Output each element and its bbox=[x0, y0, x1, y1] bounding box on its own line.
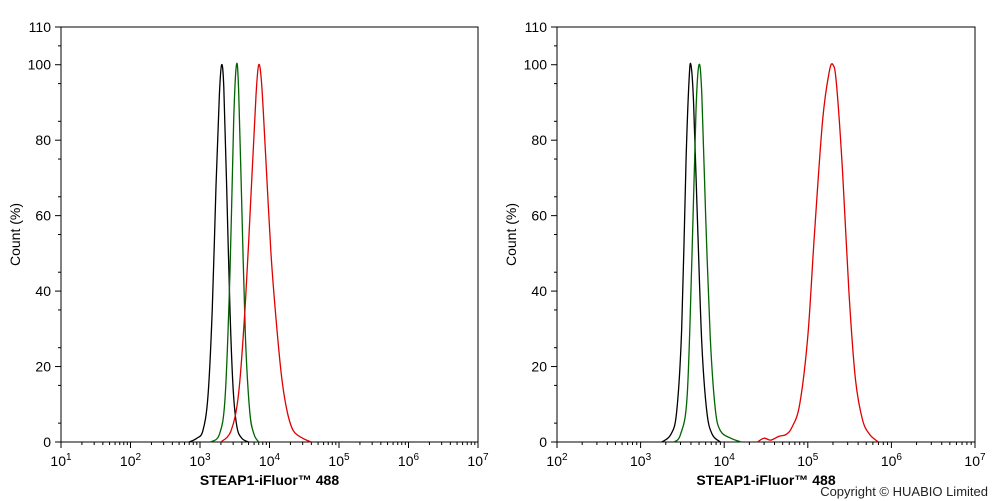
x-tick-label: 107 bbox=[467, 452, 489, 469]
histogram-series-2 bbox=[220, 63, 312, 443]
y-tick-label: 40 bbox=[35, 283, 51, 299]
x-tick-label: 107 bbox=[964, 452, 986, 469]
histogram-series-1 bbox=[673, 63, 742, 443]
histogram-series-1 bbox=[209, 62, 260, 443]
y-tick-label: 100 bbox=[524, 57, 548, 73]
left-histogram-panel: 0 20 40 60 80 100 110 101 102 103 104 105 106 107 Coun… bbox=[7, 19, 489, 488]
y-tick-label: 60 bbox=[531, 208, 547, 224]
x-tick-label: 104 bbox=[259, 452, 281, 469]
x-tick-label: 103 bbox=[189, 452, 211, 469]
x-tick-label: 106 bbox=[881, 452, 903, 469]
histogram-series-0 bbox=[661, 62, 721, 443]
y-tick-label: 0 bbox=[43, 434, 51, 450]
x-tick-label: 102 bbox=[546, 452, 568, 469]
x-tick-label: 105 bbox=[797, 452, 819, 469]
x-tick-label: 105 bbox=[328, 452, 350, 469]
y-axis-title: Count (%) bbox=[7, 203, 23, 266]
y-tick-label: 80 bbox=[35, 132, 51, 148]
x-tick-label: 101 bbox=[50, 452, 72, 469]
x-tick-label: 106 bbox=[398, 452, 420, 469]
x-tick-label: 102 bbox=[120, 452, 142, 469]
histogram-series-2 bbox=[757, 63, 879, 443]
right-histogram-panel: 0 20 40 60 80 100 110 102 103 104 105 106 107 Count (… bbox=[503, 19, 986, 488]
y-tick-label: 80 bbox=[531, 132, 547, 148]
y-tick-label: 20 bbox=[35, 359, 51, 375]
x-tick-label: 104 bbox=[714, 452, 736, 469]
y-tick-label: 100 bbox=[28, 57, 52, 73]
x-axis-title: STEAP1-iFluor™ 488 bbox=[200, 472, 339, 488]
y-tick-label: 110 bbox=[525, 19, 548, 35]
y-tick-label: 20 bbox=[531, 359, 547, 375]
x-axis-title: STEAP1-iFluor™ 488 bbox=[696, 472, 835, 488]
y-tick-label: 60 bbox=[35, 208, 51, 224]
y-tick-label: 110 bbox=[29, 19, 52, 35]
y-tick-label: 40 bbox=[531, 283, 547, 299]
histogram-series-0 bbox=[188, 63, 249, 443]
y-tick-label: 0 bbox=[539, 434, 547, 450]
copyright-text: Copyright © HUABIO Limited bbox=[820, 484, 988, 499]
plot-frame bbox=[556, 26, 976, 443]
x-tick-label: 103 bbox=[630, 452, 652, 469]
y-axis-title: Count (%) bbox=[503, 203, 519, 266]
